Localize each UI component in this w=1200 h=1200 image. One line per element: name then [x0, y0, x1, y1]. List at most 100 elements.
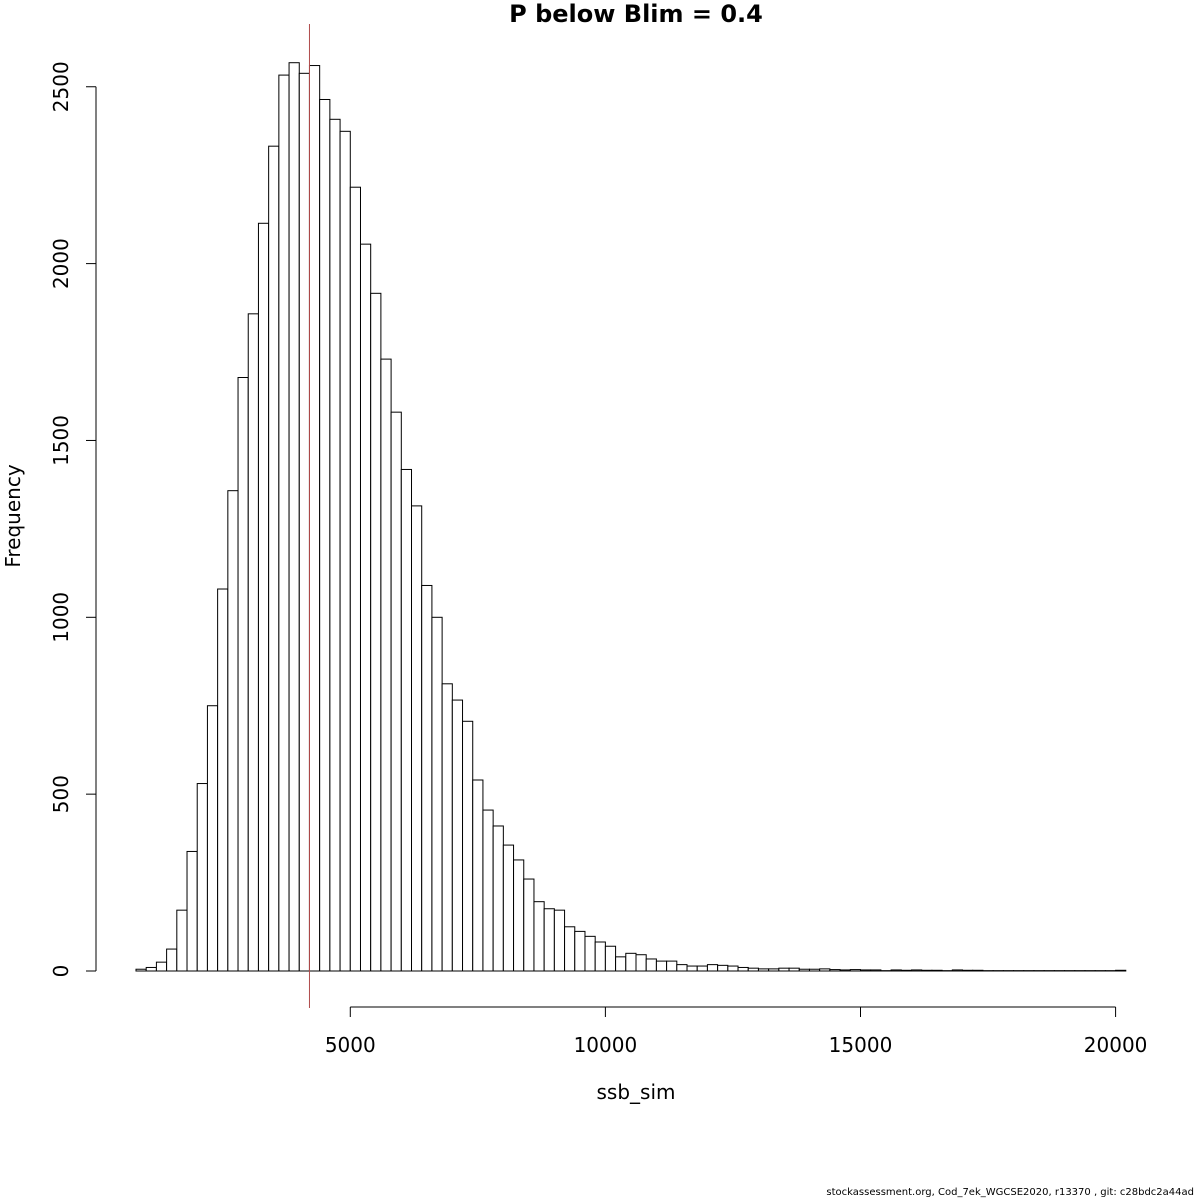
histogram-bar: [870, 969, 882, 972]
histogram-bar: [717, 964, 729, 972]
histogram-bar: [900, 969, 913, 972]
histogram-bar: [176, 909, 188, 972]
y-tick-label: 0: [49, 965, 73, 978]
histogram-bar: [962, 969, 974, 972]
histogram-bar: [370, 292, 382, 972]
histogram-bar: [421, 584, 433, 972]
histogram-bar: [819, 968, 831, 972]
y-tick-label: 500: [49, 775, 73, 813]
histogram-bar: [217, 588, 229, 972]
histogram-bar: [553, 909, 566, 972]
histogram-bar: [696, 965, 708, 972]
histogram-bar: [451, 699, 464, 972]
histogram-bar: [329, 118, 341, 972]
histogram-bar: [768, 968, 780, 972]
histogram-bars: [135, 62, 1127, 972]
histogram-bar: [166, 948, 178, 972]
histogram-bar: [911, 969, 923, 972]
histogram-bar: [186, 850, 198, 972]
histogram-bar: [849, 969, 861, 972]
histogram-bar: [727, 965, 739, 972]
histogram-bar: [533, 901, 545, 972]
histogram-bar: [359, 243, 372, 972]
x-tick-label: 5000: [325, 1033, 376, 1057]
histogram-bar: [206, 705, 219, 972]
y-tick-label: 1500: [49, 415, 73, 466]
y-tick-label: 2000: [49, 238, 73, 289]
histogram-bar: [890, 969, 902, 972]
histogram-bar: [227, 490, 239, 972]
histogram-bar: [237, 377, 249, 972]
histogram-bar: [492, 825, 504, 972]
histogram-bar: [390, 411, 402, 972]
histogram-bar: [349, 186, 361, 972]
x-tick-label: 10000: [574, 1033, 638, 1057]
histogram-bar: [543, 908, 555, 972]
histogram-bar: [778, 967, 790, 972]
histogram-bar: [482, 809, 494, 972]
histogram-bar: [135, 968, 147, 972]
histogram-bar: [268, 145, 280, 972]
y-axis: 0 500 1000 1500 2000 2500: [49, 61, 97, 978]
y-tick-label: 2500: [49, 61, 73, 112]
chart-title: P below Blim = 0.4: [509, 0, 763, 28]
histogram-bar: [145, 966, 157, 972]
histogram-bar: [604, 945, 617, 972]
histogram-bar: [257, 222, 270, 972]
histogram-bar: [737, 966, 749, 972]
histogram-bar: [400, 468, 413, 972]
x-tick-label: 15000: [829, 1033, 893, 1057]
histogram-bar: [829, 969, 841, 972]
histogram-bar: [319, 98, 331, 972]
histogram-bar: [472, 779, 484, 972]
histogram-bar: [972, 969, 984, 972]
x-axis-label: ssb_sim: [597, 1080, 676, 1104]
histogram-bar: [686, 965, 698, 972]
x-tick-label: 20000: [1084, 1033, 1148, 1057]
histogram-bar: [676, 964, 688, 972]
histogram-bar: [278, 74, 290, 972]
histogram-bar: [380, 358, 392, 972]
histogram-bar: [411, 505, 423, 972]
histogram-bar: [462, 720, 474, 972]
histogram-bar: [951, 969, 964, 972]
histogram-bar: [808, 968, 821, 972]
histogram-bar: [666, 960, 678, 972]
histogram-bar: [584, 935, 596, 972]
histogram-bar: [706, 964, 719, 972]
histogram-bar: [635, 954, 647, 972]
histogram-bar: [594, 941, 606, 972]
histogram-bar: [564, 926, 576, 972]
histogram-bar: [298, 72, 310, 972]
histogram-bar: [615, 956, 627, 972]
histogram-bar: [247, 313, 259, 972]
histogram-bar: [155, 961, 168, 972]
histogram-bar: [921, 969, 933, 972]
histogram-bar: [859, 969, 872, 972]
histogram-bar: [645, 958, 657, 972]
histogram-bar: [625, 952, 637, 972]
histogram-bar: [1115, 969, 1127, 972]
histogram-bar: [431, 616, 443, 972]
histogram-bar: [798, 968, 810, 972]
histogram-bar: [441, 683, 453, 972]
histogram-bar: [747, 967, 759, 972]
histogram-bar: [839, 969, 851, 972]
histogram-bar: [655, 960, 668, 972]
y-axis-label: Frequency: [1, 464, 25, 567]
histogram-bar: [196, 783, 208, 972]
x-axis: 5000 10000 15000 20000: [325, 1006, 1148, 1057]
histogram-bar: [757, 968, 770, 972]
histogram-bar: [339, 130, 351, 972]
histogram-bar: [788, 967, 800, 972]
histogram-bar: [513, 859, 525, 972]
histogram-bar: [931, 969, 943, 972]
histogram-bar: [574, 930, 586, 972]
histogram-bar: [502, 844, 515, 972]
y-tick-label: 1000: [49, 592, 73, 643]
histogram-bar: [523, 878, 535, 972]
histogram-bar: [288, 62, 300, 972]
footer-credit: stockassessment.org, Cod_7ek_WGCSE2020, …: [826, 1187, 1194, 1198]
histogram-bar: [308, 65, 321, 972]
